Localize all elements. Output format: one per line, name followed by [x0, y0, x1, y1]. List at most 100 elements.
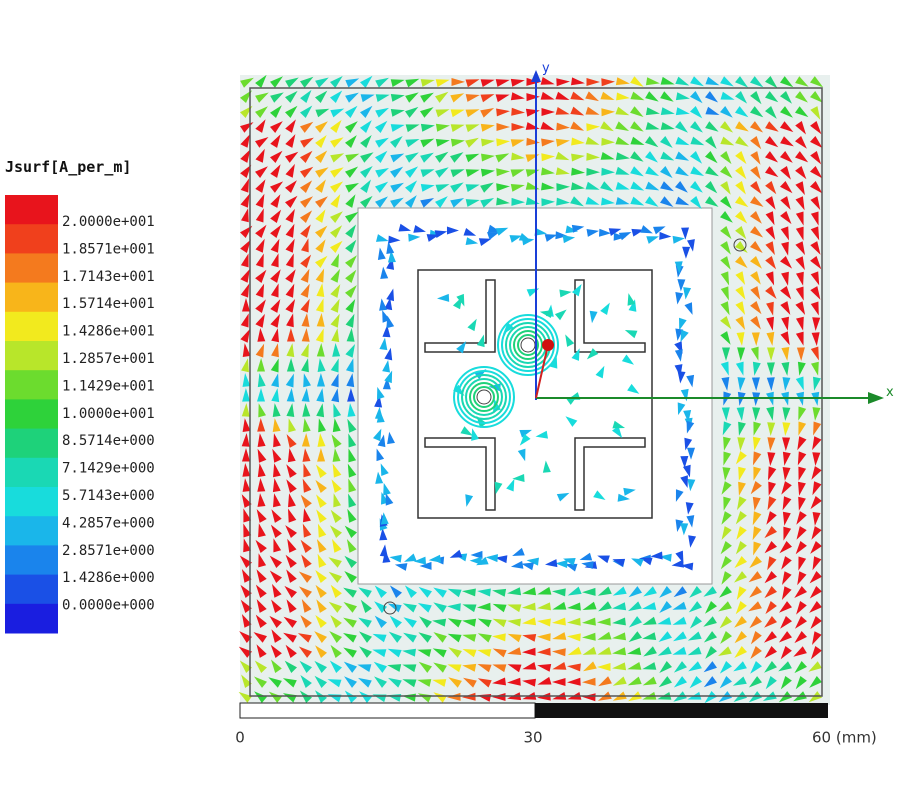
inner-arrow	[579, 552, 593, 561]
current-arrow	[719, 616, 732, 629]
current-arrow	[750, 211, 762, 224]
current-arrow	[330, 615, 342, 628]
current-arrow	[302, 523, 312, 538]
current-arrow	[300, 343, 309, 358]
current-arrow	[690, 181, 703, 193]
inner-arrow	[683, 410, 692, 423]
current-arrow	[705, 91, 719, 103]
current-arrow	[317, 448, 326, 462]
current-arrow	[242, 478, 251, 492]
current-arrow	[735, 256, 748, 269]
inner-arrow	[375, 234, 389, 242]
current-arrow	[315, 225, 328, 238]
current-arrow	[735, 181, 746, 195]
current-arrow	[794, 661, 807, 674]
current-arrow	[798, 406, 807, 421]
current-arrow	[764, 586, 777, 599]
current-arrow	[795, 76, 809, 87]
current-arrow	[601, 167, 615, 176]
current-arrow	[255, 148, 265, 163]
current-arrow	[735, 241, 748, 253]
current-arrow	[690, 136, 705, 146]
current-arrow	[372, 633, 387, 643]
inner-arrow	[687, 447, 696, 460]
current-arrow	[257, 493, 266, 507]
current-arrow	[780, 616, 792, 629]
inner-arrow	[519, 429, 533, 438]
current-arrow	[285, 554, 297, 568]
inner-arrow	[586, 228, 600, 237]
current-arrow	[269, 570, 282, 583]
current-arrow	[318, 418, 326, 433]
current-arrow	[435, 123, 450, 132]
current-arrow	[300, 224, 311, 238]
inner-arrow	[519, 433, 531, 446]
current-arrow	[390, 166, 404, 178]
feed-ring	[461, 374, 507, 420]
current-arrow	[810, 76, 824, 88]
current-arrow	[477, 664, 492, 673]
current-arrow	[316, 388, 325, 403]
inner-arrow	[380, 512, 389, 525]
current-arrow	[738, 466, 746, 481]
current-arrow	[405, 139, 420, 148]
current-arrow	[270, 209, 282, 223]
current-arrow	[810, 136, 823, 149]
current-arrow	[316, 343, 325, 357]
current-arrow	[374, 601, 387, 613]
current-arrow	[748, 571, 762, 583]
current-arrow	[570, 121, 585, 131]
current-arrow	[732, 676, 747, 686]
current-arrow	[270, 224, 282, 238]
current-arrow	[507, 664, 522, 673]
current-arrow	[552, 601, 567, 610]
current-arrow	[257, 388, 265, 402]
current-arrow	[780, 211, 792, 225]
current-arrow	[300, 137, 314, 148]
current-arrow	[286, 388, 295, 402]
scale-bar-black	[535, 703, 828, 718]
current-arrow	[600, 181, 614, 192]
current-arrow	[642, 676, 657, 686]
x-axis-arrow	[868, 392, 884, 404]
current-arrow	[721, 571, 732, 585]
current-arrow	[331, 434, 342, 448]
inner-arrow	[597, 555, 610, 564]
current-arrow	[660, 181, 674, 192]
current-arrow	[705, 601, 717, 614]
current-arrow	[433, 662, 447, 673]
current-arrow	[282, 678, 297, 688]
current-arrow	[315, 328, 324, 343]
current-arrow	[360, 166, 373, 178]
current-arrow	[615, 106, 630, 116]
current-arrow	[357, 664, 372, 672]
current-arrow	[810, 196, 821, 210]
current-arrow	[645, 122, 660, 130]
current-arrow	[315, 239, 326, 253]
current-arrow	[753, 466, 762, 481]
current-arrow	[794, 586, 807, 598]
current-arrow	[465, 124, 480, 133]
current-arrow	[315, 77, 329, 88]
current-arrow	[723, 436, 731, 451]
current-arrow	[735, 121, 749, 132]
current-arrow	[420, 138, 435, 148]
current-arrow	[285, 269, 296, 283]
current-arrow	[273, 538, 282, 553]
inner-arrow	[683, 287, 692, 300]
current-arrow	[750, 166, 761, 180]
current-arrow	[492, 677, 506, 686]
current-arrow	[571, 77, 585, 86]
current-arrow	[254, 691, 267, 703]
current-arrow	[510, 169, 525, 178]
current-arrow	[329, 631, 342, 643]
current-arrow	[360, 120, 372, 133]
current-arrow	[450, 124, 465, 132]
inner-arrow	[686, 420, 695, 434]
current-arrow	[450, 198, 465, 208]
current-arrow	[737, 377, 746, 391]
current-arrow	[657, 646, 672, 656]
current-arrow	[612, 676, 627, 686]
current-arrow	[358, 587, 372, 598]
current-arrow	[242, 373, 251, 387]
